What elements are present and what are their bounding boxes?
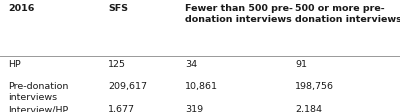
Text: SFS: SFS (108, 4, 128, 13)
Text: 91: 91 (295, 60, 307, 69)
Text: Pre-donation
interviews: Pre-donation interviews (8, 82, 68, 102)
Text: 319: 319 (185, 105, 203, 112)
Text: 10,861: 10,861 (185, 82, 218, 91)
Text: 2,184: 2,184 (295, 105, 322, 112)
Text: 198,756: 198,756 (295, 82, 334, 91)
Text: 2016: 2016 (8, 4, 34, 13)
Text: 34: 34 (185, 60, 197, 69)
Text: 209,617: 209,617 (108, 82, 147, 91)
Text: Interview/HP: Interview/HP (8, 105, 68, 112)
Text: Fewer than 500 pre-
donation interviews: Fewer than 500 pre- donation interviews (185, 4, 293, 24)
Text: 1,677: 1,677 (108, 105, 135, 112)
Text: HP: HP (8, 60, 21, 69)
Text: 125: 125 (108, 60, 126, 69)
Text: 500 or more pre-
donation interviews: 500 or more pre- donation interviews (295, 4, 400, 24)
